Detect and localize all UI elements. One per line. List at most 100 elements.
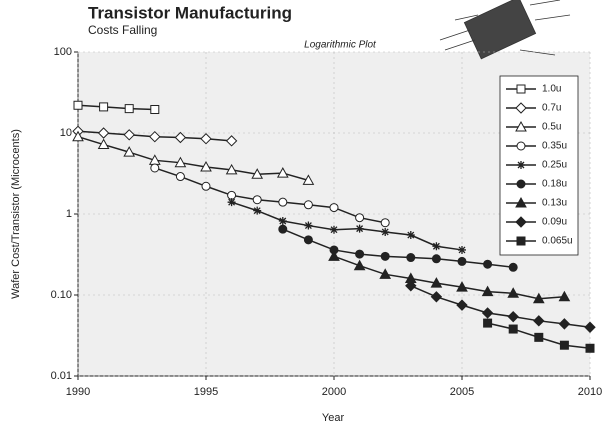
marker xyxy=(458,245,466,254)
marker xyxy=(227,190,237,200)
marker xyxy=(329,203,339,213)
legend-marker xyxy=(516,236,526,246)
marker xyxy=(507,310,519,323)
marker xyxy=(558,290,571,302)
y-tick-label: 100 xyxy=(54,46,72,58)
marker xyxy=(276,167,289,178)
series-line xyxy=(282,228,514,269)
marker xyxy=(150,105,160,115)
marker xyxy=(457,256,467,266)
legend-label: 0.7u xyxy=(542,103,561,114)
marker xyxy=(507,287,520,298)
marker xyxy=(99,102,109,112)
marker xyxy=(97,127,110,139)
series-line xyxy=(154,167,386,224)
marker xyxy=(278,216,287,225)
marker xyxy=(481,285,494,297)
legend-label: 0.25u xyxy=(542,160,567,171)
marker xyxy=(456,281,468,292)
marker xyxy=(559,340,569,350)
marker xyxy=(278,197,288,207)
legend-marker xyxy=(515,120,527,132)
legend-marker xyxy=(515,216,527,228)
marker xyxy=(381,227,390,236)
chart-title: Transistor Manufacturing xyxy=(88,3,292,22)
y-tick-label: 1 xyxy=(66,208,72,220)
marker xyxy=(174,131,187,144)
chip-icon xyxy=(439,0,571,60)
marker xyxy=(303,200,313,210)
legend-marker xyxy=(515,102,527,114)
marker xyxy=(124,104,134,114)
marker xyxy=(303,235,313,245)
x-tick-label: 2010 xyxy=(578,386,602,398)
annotation: Logarithmic Plot xyxy=(304,40,377,51)
x-tick-label: 1990 xyxy=(66,386,90,398)
marker xyxy=(149,130,161,143)
legend-label: 0.35u xyxy=(542,141,567,152)
marker xyxy=(355,249,365,259)
marker xyxy=(225,163,238,175)
series-line xyxy=(77,104,155,111)
series-line xyxy=(77,135,309,182)
marker xyxy=(150,163,160,173)
legend-marker xyxy=(516,179,526,189)
marker xyxy=(483,318,493,328)
x-tick-label: 2005 xyxy=(450,386,474,398)
marker xyxy=(483,259,493,269)
series-line xyxy=(333,255,565,300)
marker xyxy=(328,250,340,261)
legend-marker xyxy=(516,141,526,151)
marker xyxy=(406,231,415,240)
marker xyxy=(379,268,392,279)
marker xyxy=(174,156,187,168)
legend-label: 1.0u xyxy=(542,84,561,95)
legend-label: 0.5u xyxy=(542,122,561,133)
marker xyxy=(430,291,443,303)
y-tick-label: 0.01 xyxy=(51,370,72,382)
marker xyxy=(353,259,366,271)
legend-marker xyxy=(517,161,525,169)
marker xyxy=(355,224,364,233)
x-tick-label: 1995 xyxy=(194,386,218,398)
marker xyxy=(72,130,84,142)
y-tick-label: 0.10 xyxy=(51,289,72,301)
legend-label: 0.09u xyxy=(542,217,567,228)
chart-subtitle: Costs Falling xyxy=(88,23,157,37)
x-axis-label: Year xyxy=(322,412,345,424)
y-axis-label: Wafer Cost/Transistor (Microcents) xyxy=(10,129,22,299)
marker xyxy=(431,254,441,264)
marker xyxy=(355,213,365,223)
marker xyxy=(584,321,596,333)
marker xyxy=(456,299,468,311)
marker xyxy=(330,225,338,234)
marker xyxy=(380,218,390,228)
marker xyxy=(201,181,211,191)
marker xyxy=(200,161,212,172)
marker xyxy=(227,198,236,207)
legend-label: 0.065u xyxy=(542,236,573,247)
legend-label: 0.18u xyxy=(542,179,567,190)
marker xyxy=(123,146,136,157)
legend-marker xyxy=(516,84,526,94)
marker xyxy=(253,206,262,215)
marker xyxy=(432,242,441,251)
marker xyxy=(252,195,262,205)
marker xyxy=(123,129,135,141)
marker xyxy=(73,100,83,110)
marker xyxy=(508,324,518,334)
marker xyxy=(175,172,185,182)
marker xyxy=(533,315,545,327)
marker xyxy=(430,277,443,288)
x-tick-label: 2000 xyxy=(322,386,346,398)
marker xyxy=(585,343,595,353)
marker xyxy=(97,138,110,150)
marker xyxy=(534,332,544,342)
marker xyxy=(304,221,313,230)
marker xyxy=(405,280,417,292)
y-tick-label: 10 xyxy=(60,127,72,139)
marker xyxy=(302,174,315,185)
marker xyxy=(380,251,390,261)
marker xyxy=(278,224,288,234)
